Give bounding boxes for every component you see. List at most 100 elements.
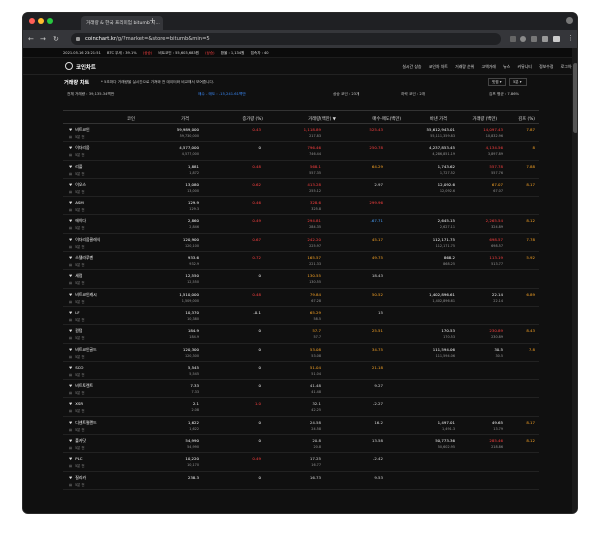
- logo-icon[interactable]: [65, 62, 73, 70]
- page-title: 거래량 차트: [64, 80, 90, 86]
- browser-tab[interactable]: 거래량 & 한국 프리미엄 bitumb 시...: [81, 16, 163, 30]
- nav-volume-rank[interactable]: 거래량 순위: [455, 64, 475, 69]
- binance-price-prev: 868.25: [443, 262, 455, 267]
- price-prev: 184.9: [189, 335, 199, 340]
- net-buy: 18.43: [371, 273, 383, 279]
- volume-prev: 67.28: [311, 298, 321, 303]
- maximize-window-button[interactable]: [47, 18, 53, 24]
- url-input[interactable]: coinchart.kr/g/?market=&store=bitumb&min…: [71, 33, 501, 45]
- col-coin[interactable]: 코인: [127, 117, 135, 122]
- premium: 7.78: [526, 236, 535, 242]
- avatar[interactable]: [553, 36, 560, 42]
- col-binance-price[interactable]: 바낸 가격: [429, 117, 447, 122]
- nav-edit-profile[interactable]: 정보수정: [539, 64, 554, 69]
- volume-prev: 255.12: [309, 188, 321, 193]
- binance-price: 1,402,896.61: [429, 291, 455, 297]
- address-bar-row: ← → ↻ coinchart.kr/g/?market=&store=bitu…: [23, 30, 577, 48]
- table-row[interactable]: XSR 5분 전 2.12.08 1.0 32.142.25 -2.27: [63, 398, 539, 417]
- price-prev: 59,730,000: [179, 134, 199, 138]
- ticker-time: 2021.05.16 23:21:51: [63, 51, 101, 55]
- net-buy: 21.18: [371, 364, 383, 370]
- nav-news[interactable]: 뉴스: [503, 64, 511, 69]
- star-icon[interactable]: [520, 36, 526, 42]
- col-premium[interactable]: 김프 (%): [518, 117, 535, 122]
- table-row[interactable]: 질리카5분 전 238.3 0 16.73 9.53: [63, 472, 539, 490]
- volume-prev: 53.08: [311, 353, 321, 358]
- page-content: 2021.05.16 23:21:51 BTC 우세 : 39.1% (상승) …: [23, 48, 577, 513]
- coin-name: 비트코인캐시: [69, 292, 96, 298]
- col-price[interactable]: 가격: [181, 117, 189, 122]
- price: 59,989,000: [176, 127, 199, 132]
- forward-icon[interactable]: →: [40, 35, 46, 43]
- minimize-window-button[interactable]: [38, 18, 44, 24]
- change-pct: 0: [258, 364, 261, 370]
- price: 1,881: [187, 163, 199, 169]
- nav-logout[interactable]: 로그아웃: [560, 64, 575, 69]
- market-select[interactable]: 빗썸 ▾: [488, 78, 506, 86]
- new-tab-icon[interactable]: +: [149, 16, 156, 25]
- interval-select[interactable]: 5분 ▾: [509, 78, 527, 86]
- binance-volume-prev: 10,832.96: [485, 134, 503, 138]
- volume-prev: 16.77: [311, 463, 321, 468]
- puzzle-icon[interactable]: [531, 36, 537, 42]
- volume: 57.7: [312, 328, 321, 334]
- chevron-down-icon: ▾: [499, 80, 502, 84]
- price: 120,900: [182, 236, 199, 242]
- binance-volume: 22.14: [491, 291, 503, 297]
- net-buy: -67.71: [370, 218, 383, 224]
- coin-name: 폴카닷: [69, 438, 86, 444]
- col-net-buy[interactable]: 매수-매도(백만): [372, 117, 401, 122]
- nav-large-trades[interactable]: 고액거래: [481, 64, 496, 69]
- nav-realtime-rise[interactable]: 실시간 상승: [402, 64, 422, 69]
- lock-icon[interactable]: [76, 37, 80, 41]
- back-icon[interactable]: ←: [28, 35, 34, 43]
- coin-name: 이더리움클래식: [69, 237, 100, 243]
- col-change[interactable]: 증가량 (%): [242, 117, 263, 122]
- binance-price: 4,237,853.45: [429, 145, 455, 151]
- ticker-visitors: 접속자 : 40: [250, 51, 269, 55]
- price-prev: 13,000: [187, 188, 199, 193]
- table-body: 비트코인5분 전59,989,00059,730,0000.431,118.89…: [63, 124, 539, 490]
- close-window-button[interactable]: [29, 18, 35, 24]
- tab-search-icon[interactable]: [566, 17, 573, 24]
- price: 129.9: [187, 200, 199, 206]
- binance-volume: 113.19: [489, 255, 503, 261]
- site-logo[interactable]: 코인차트: [76, 65, 96, 71]
- coin-time: 5분 전: [69, 299, 84, 304]
- extension-icon[interactable]: [510, 36, 516, 42]
- scrollbar[interactable]: [572, 48, 577, 513]
- premium: 8.12: [526, 438, 535, 444]
- price: 10,370: [185, 309, 199, 315]
- nav-community[interactable]: 커뮤니티: [517, 64, 532, 69]
- profile-icon[interactable]: [542, 36, 548, 42]
- price-prev: 932.9: [189, 262, 199, 267]
- summary-rising: 상승 코인 : 23개: [333, 92, 360, 96]
- col-volume[interactable]: 거래량(백만) ▼: [308, 117, 336, 122]
- nav-coin-chart[interactable]: 코인차 차트: [428, 64, 448, 69]
- more-menu-icon[interactable]: ⋮: [567, 34, 574, 42]
- scrollbar-thumb[interactable]: [573, 63, 577, 133]
- reload-icon[interactable]: ↻: [53, 35, 59, 43]
- chevron-down-icon: ▾: [519, 80, 522, 84]
- table-row[interactable]: 비트코인5분 전 59,989,000 59,730,000 0.43 1,118.89…: [63, 124, 539, 143]
- col-binance-volume[interactable]: 거래량 (백만): [472, 117, 497, 122]
- volume: 796.46: [307, 145, 321, 151]
- binance-price-prev: 170.53: [443, 335, 455, 340]
